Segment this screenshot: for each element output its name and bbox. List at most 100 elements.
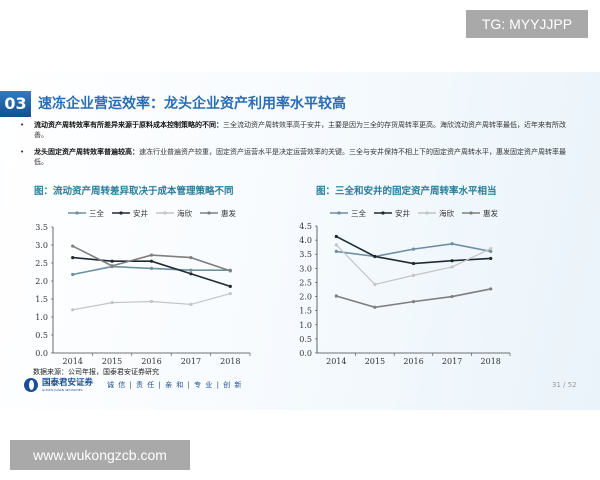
logo-motto: 诚 信 | 责 任 | 亲 和 | 专 业 | 创 新 — [107, 381, 243, 389]
slide-title: 速冻企业营运效率：龙头企业资产利用率水平较高 — [38, 96, 346, 112]
chart-1-series-1-point — [71, 272, 75, 277]
chart-1-x-tick-label: 2015 — [102, 357, 122, 366]
chart-1-series-3-point — [110, 301, 114, 305]
chart-1-legend-label: 海欣 — [177, 208, 192, 218]
chart-1-y-tick-label: 1.5 — [35, 295, 48, 304]
slide-background — [0, 72, 600, 410]
chart-1-series-4-point — [149, 253, 154, 257]
chart-2-x-tick-label: 2014 — [326, 357, 346, 366]
chart-2-series-4-point — [411, 300, 416, 304]
chart-1-x-tick-label: 2014 — [63, 357, 83, 366]
chart-2-series-2-point — [450, 259, 454, 263]
chart-2-series-2-point — [334, 234, 338, 239]
chart-1-series-2-point — [228, 284, 232, 288]
chart-1-y-tick-label: 1.0 — [35, 313, 48, 322]
section-number: 03 — [0, 91, 31, 117]
chart-1-series-1-point — [189, 268, 193, 272]
bullet-1-heading: 流动资产周转效率有所差异来源于原料成本控制策略的不同： — [34, 121, 223, 129]
chart-2-y-tick-label: 3.0 — [299, 264, 312, 273]
watermark-top: TG: MYYJJPP — [466, 10, 588, 38]
chart-2-series-3-point — [334, 243, 338, 247]
chart-2-series-1-point — [411, 247, 416, 251]
chart-1-y-tick-label: 0.5 — [35, 331, 48, 340]
chart-2-series-1-point — [334, 249, 338, 253]
chart-2-y-tick-label: 3.5 — [299, 250, 312, 259]
bullet-dot: • — [20, 121, 25, 129]
bullet-1: • 流动资产周转效率有所差异来源于原料成本控制策略的不同：三全流动资产周转效率高… — [20, 120, 579, 140]
chart-1-legend-marker — [119, 211, 123, 215]
chart-2-x-tick-label: 2018 — [481, 357, 501, 366]
bullet-1-text: 三全流动资产周转效率高于安井，主要是因为三全的存货周转率更高。海欣流动资产周转率… — [34, 121, 566, 139]
chart-1-series-4-point — [189, 256, 193, 260]
chart-2-legend-marker — [381, 211, 385, 215]
chart-2-y-tick-label: 4.0 — [299, 236, 312, 245]
logo-en: GUOTAI JUNAN SECURITIES — [42, 387, 83, 392]
chart-1-series-3-point — [189, 302, 193, 306]
chart-1-series-4-point — [71, 244, 75, 248]
chart-2-series-4-point — [373, 305, 377, 309]
chart-1-legend-label: 三全 — [89, 208, 104, 218]
chart-1-x-tick-label: 2018 — [220, 357, 240, 366]
chart-2-x-tick-label: 2015 — [365, 357, 385, 366]
chart-1-y-tick-label: 3.0 — [35, 241, 48, 250]
chart-1-x-tick-label: 2017 — [181, 357, 201, 366]
page-number: 31 / 52 — [552, 381, 577, 389]
chart-2-series-3-point — [450, 265, 454, 269]
chart-2-legend-label: 海欣 — [439, 208, 454, 218]
chart-2-y-tick-label: 1.5 — [299, 307, 312, 316]
chart-1-series-3-point — [149, 299, 154, 304]
chart-2-y-tick-label: 2.0 — [299, 293, 312, 302]
chart-1-series-4-point — [228, 269, 232, 273]
chart-2-series-1-point — [450, 242, 454, 246]
chart-1-title: 图：流动资产周转差异取决于成本管理策略不同 — [34, 186, 234, 197]
chart-2-series-2-point — [489, 256, 493, 261]
chart-2-y-tick-label: 0.5 — [299, 335, 312, 344]
chart-2-series-2-point — [411, 261, 416, 266]
company-logo: 国泰君安证券 GUOTAI JUNAN SECURITIES 诚 信 | 责 任… — [24, 378, 242, 392]
chart-2-series-1-point — [489, 249, 493, 253]
chart-1-y-tick-label: 2.5 — [35, 259, 48, 268]
watermark-bottom: www.wukongzcb.com — [10, 440, 190, 470]
chart-2-series-2-point — [373, 254, 377, 259]
logo-name: 国泰君安证券 — [42, 377, 94, 388]
chart-1-legend-marker — [163, 211, 167, 215]
chart-2-series-4-point — [489, 287, 493, 291]
bullet-2: • 龙头固定资产周转效率普遍较高：速冻行业普遍资产较重，固定资产运营水平是决定运… — [20, 147, 579, 167]
chart-1-legend-label: 惠发 — [221, 208, 236, 218]
chart-1-series-2-point — [189, 272, 193, 276]
chart-2-legend-label: 三全 — [351, 208, 366, 218]
chart-1-y-tick-label: 2.0 — [35, 277, 48, 286]
chart-1-legend-marker — [207, 211, 211, 215]
chart-2-series-4-point — [450, 294, 454, 299]
chart-2-title: 图：三全和安井的固定资产周转率水平相当 — [316, 186, 497, 197]
chart-2-x-tick-label: 2017 — [442, 357, 462, 366]
chart-2-legend-marker — [337, 211, 341, 215]
bullet-2-heading: 龙头固定资产周转效率普遍较高： — [34, 148, 139, 156]
bullet-2-text: 速冻行业普遍资产较重，固定资产运营水平是决定运营效率的关键。三全与安井保持不相上… — [34, 148, 566, 166]
chart-1-legend-marker — [75, 211, 79, 215]
chart-1-series-2-point — [110, 259, 114, 263]
logo-mark-icon — [24, 378, 38, 392]
chart-2-legend-label: 安井 — [395, 208, 410, 218]
chart-2-y-tick-label: 4.5 — [299, 222, 312, 231]
chart-2-y-tick-label: 1.0 — [299, 321, 312, 330]
chart-2-series-3-point — [411, 273, 416, 277]
bullet-dot: • — [20, 148, 25, 156]
chart-1-series-2-point — [149, 259, 154, 263]
data-source: 数据来源：公司年报，国泰君安证券研究 — [33, 368, 159, 376]
chart-2-series-4-line — [336, 288, 491, 309]
chart-2-series-4-point — [334, 294, 338, 298]
chart-2-series-3-point — [489, 246, 493, 251]
chart-1-legend-label: 安井 — [133, 208, 148, 218]
chart-1-series-4-point — [110, 264, 114, 268]
chart-1-series-3-point — [228, 292, 232, 296]
chart-2-y-tick-label: 0.0 — [299, 349, 312, 358]
chart-2-x-tick-label: 2016 — [403, 357, 423, 366]
chart-2-legend-marker — [469, 211, 473, 215]
chart-1-series-1-point — [149, 266, 154, 270]
chart-1-series-2-point — [71, 256, 75, 260]
chart-2-series-3-point — [373, 282, 377, 287]
chart-2-legend-marker — [425, 211, 429, 215]
chart-1-y-tick-label: 0.0 — [35, 349, 48, 358]
